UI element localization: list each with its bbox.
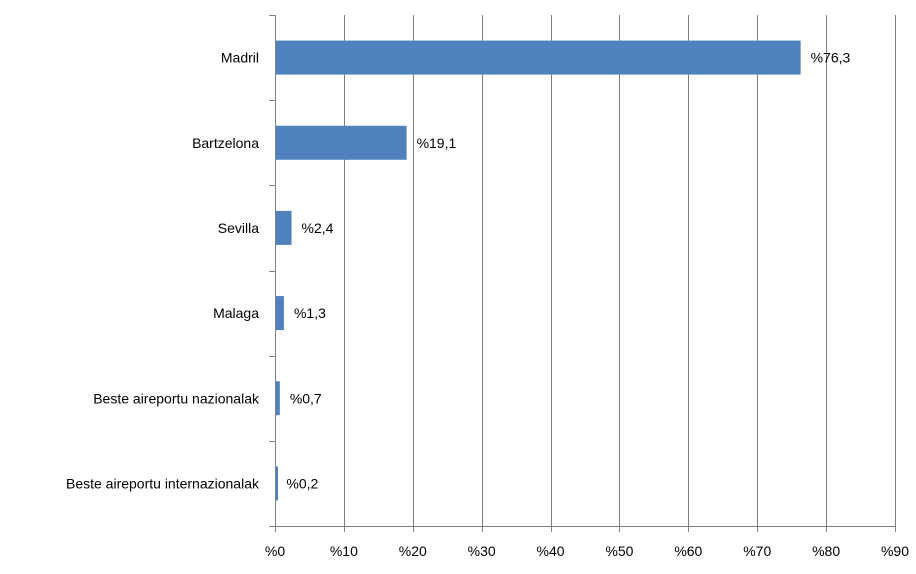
bar-5: [276, 466, 278, 501]
bar-2: [276, 210, 292, 245]
data-label-0: %76,3: [811, 50, 851, 66]
category-label-1: Bartzelona: [192, 135, 259, 151]
category-label-3: Malaga: [213, 305, 259, 321]
bar-0: [276, 40, 801, 75]
category-label-0: Madril: [221, 50, 259, 66]
category-label-5: Beste aireportu internazionalak: [66, 475, 260, 491]
grid-lines: [344, 15, 896, 526]
category-label-4: Beste aireportu nazionalak: [93, 390, 260, 406]
category-label-2: Sevilla: [218, 220, 259, 236]
data-label-3: %1,3: [294, 305, 326, 321]
bars: [276, 40, 801, 501]
bar-4: [276, 381, 280, 416]
bar-1: [276, 125, 407, 160]
labels: %0 %10 %20 %30 %40 %50 %60 %70 %80 %90 Madril %76,3…: [66, 50, 909, 559]
x-tick-label-2: %20: [399, 543, 427, 559]
bar-3: [276, 296, 284, 331]
data-label-1: %19,1: [417, 135, 457, 151]
data-label-2: %2,4: [302, 220, 334, 236]
x-tick-label-1: %10: [330, 543, 358, 559]
x-tick-label-6: %60: [674, 543, 702, 559]
data-label-5: %0,2: [286, 475, 318, 491]
x-tick-label-4: %40: [537, 543, 565, 559]
x-tick-label-0: %0: [265, 543, 285, 559]
x-tick-label-7: %70: [743, 543, 771, 559]
data-label-4: %0,7: [290, 390, 322, 406]
x-tick-label-5: %50: [605, 543, 633, 559]
x-tick-label-9: %90: [881, 543, 909, 559]
axes: [269, 15, 896, 532]
x-tick-label-8: %80: [812, 543, 840, 559]
x-tick-label-3: %30: [468, 543, 496, 559]
